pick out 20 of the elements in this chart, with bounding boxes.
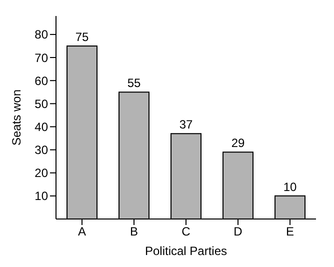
- x-axis-title: Political Parties: [144, 244, 228, 258]
- x-tick-label: A: [78, 224, 86, 239]
- y-tick-label: 10: [34, 189, 48, 204]
- y-tick-label: 50: [34, 96, 48, 111]
- y-tick-label: 80: [34, 28, 48, 42]
- y-tick-label: 70: [34, 50, 48, 65]
- data-label: 55: [127, 76, 141, 90]
- data-label: 29: [231, 136, 245, 150]
- x-tick-label: C: [182, 224, 191, 239]
- data-label: 10: [283, 180, 297, 194]
- data-label: 37: [179, 118, 193, 132]
- x-tick-label: B: [130, 224, 138, 239]
- y-axis-title: Seats won: [9, 89, 24, 146]
- y-tick-label: 60: [34, 74, 48, 88]
- x-tick-label: E: [286, 224, 294, 239]
- y-tick-label: 40: [34, 120, 48, 134]
- y-tick-label: 30: [34, 143, 48, 158]
- data-label: 75: [75, 30, 89, 44]
- x-tick-label: D: [234, 224, 243, 239]
- y-tick-label: 20: [34, 166, 48, 180]
